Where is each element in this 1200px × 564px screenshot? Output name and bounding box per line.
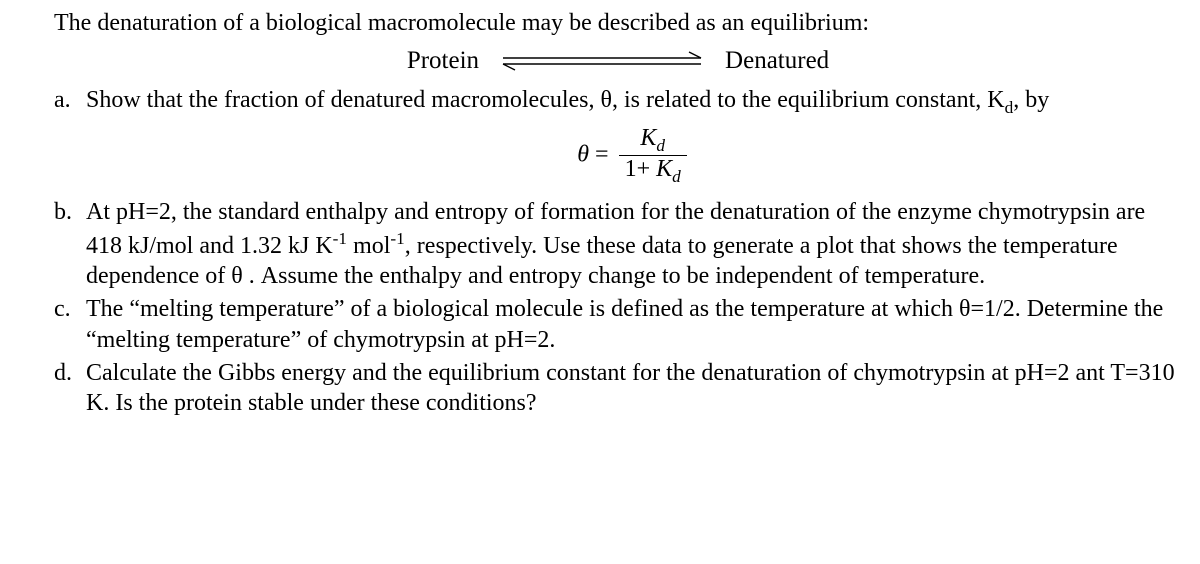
eq-num-sub: d xyxy=(656,135,665,154)
pc-t1: The “melting temperature” of a biologica… xyxy=(86,296,959,322)
parts-list: a. Show that the fraction of denatured m… xyxy=(54,85,1182,419)
pb-exp2: -1 xyxy=(390,229,404,248)
pb-theta: θ xyxy=(231,263,243,289)
part-d-body: Calculate the Gibbs energy and the equil… xyxy=(86,358,1182,419)
part-b-body: At pH=2, the standard enthalpy and entro… xyxy=(86,197,1182,292)
reaction-right: Denatured xyxy=(725,45,829,77)
eq-den-sub: d xyxy=(672,167,681,186)
pb-t4: . Assume the enthalpy and entropy change… xyxy=(243,263,985,289)
theta-symbol: θ xyxy=(601,87,613,113)
k-sub-d: d xyxy=(1005,98,1014,117)
eq-den-plus: + xyxy=(637,156,651,182)
part-c-marker: c. xyxy=(54,294,86,325)
pb-v2a: 1.32 kJ K xyxy=(240,233,333,259)
equation-fraction: Kd 1+ Kd xyxy=(619,125,687,187)
eq-theta: θ xyxy=(577,141,589,167)
part-b-marker: b. xyxy=(54,197,86,228)
equilibrium-arrow-icon xyxy=(497,50,707,72)
reaction-equilibrium: Protein Denatured xyxy=(54,45,1182,77)
eq-den-one: 1 xyxy=(625,156,637,182)
reaction-left: Protein xyxy=(407,45,479,77)
part-a-pre: Show that the fraction of denatured macr… xyxy=(86,87,601,113)
part-c: c. The “melting temperature” of a biolog… xyxy=(54,294,1182,355)
pb-t2: and xyxy=(193,233,240,259)
pb-exp1: -1 xyxy=(333,229,347,248)
part-a-marker: a. xyxy=(54,85,86,116)
intro-text: The denaturation of a biological macromo… xyxy=(54,8,1182,39)
pb-t1: At pH=2, the standard enthalpy and entro… xyxy=(86,199,1145,225)
part-a-post: , by xyxy=(1013,87,1049,113)
eq-equals: = xyxy=(595,141,609,167)
pb-v2b: mol xyxy=(347,233,390,259)
part-a-body: Show that the fraction of denatured macr… xyxy=(86,85,1182,195)
part-a: a. Show that the fraction of denatured m… xyxy=(54,85,1182,195)
eq-num-K: K xyxy=(640,125,656,151)
pb-v1: 418 kJ/mol xyxy=(86,233,193,259)
pc-theta: θ xyxy=(959,296,971,322)
part-d-marker: d. xyxy=(54,358,86,389)
part-b: b. At pH=2, the standard enthalpy and en… xyxy=(54,197,1182,292)
part-d: d. Calculate the Gibbs energy and the eq… xyxy=(54,358,1182,419)
eq-den-K: K xyxy=(656,156,672,182)
pd-t1: Calculate the Gibbs energy and the equil… xyxy=(86,360,1175,417)
part-c-body: The “melting temperature” of a biologica… xyxy=(86,294,1182,355)
equation-block: θ = Kd 1+ Kd xyxy=(86,125,1182,187)
part-a-mid: , is related to the equilibrium constant… xyxy=(612,87,1005,113)
